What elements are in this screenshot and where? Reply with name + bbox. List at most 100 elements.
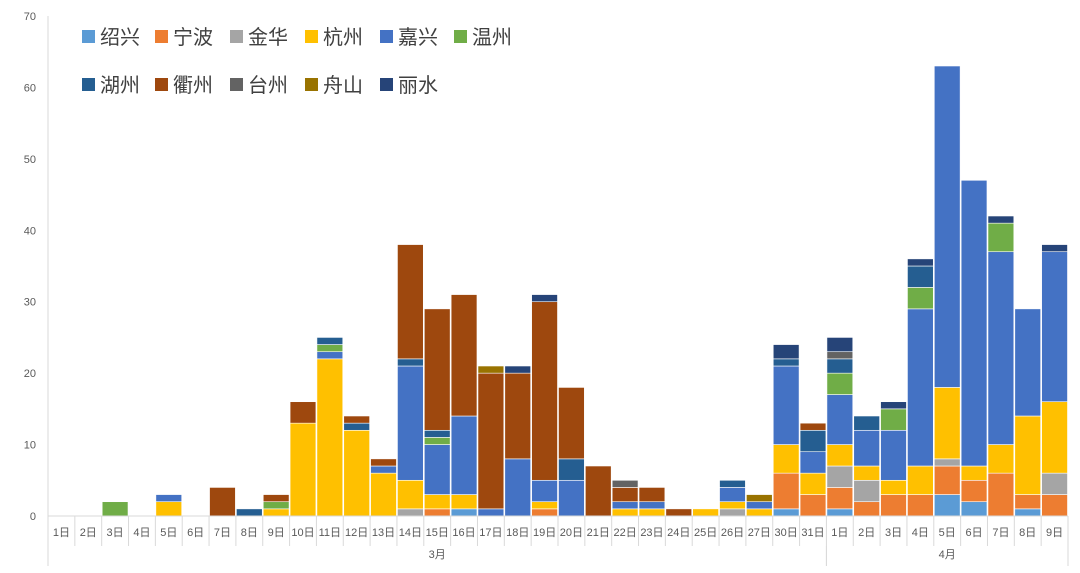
legend-label: 金华	[248, 25, 288, 49]
bar-segment-14-3	[423, 494, 451, 510]
bar-segment-32-3	[907, 465, 934, 495]
y-tick-label: 50	[24, 154, 36, 166]
bar-segment-12-4	[370, 465, 397, 474]
x-axis: 1日 2日 3日 4日 5日 6日 7日 8日 9日 10日 11日 12日 13日 14日 15日 16日 1…	[47, 515, 1069, 566]
legend-swatch	[454, 30, 467, 43]
x-tick-label: 5日	[160, 527, 177, 539]
bar-segment-26-4	[746, 501, 773, 510]
x-tick-label: 22日	[613, 527, 636, 539]
bar-segment-29-0	[826, 508, 854, 517]
bar-segment-25-6	[719, 479, 746, 488]
x-tick-label: 25日	[694, 527, 717, 539]
x-tick-label: 17日	[479, 527, 502, 539]
bar-segment-37-10	[1041, 244, 1068, 253]
x-tick-label: 1日	[831, 527, 848, 539]
bar-segment-25-2	[719, 508, 746, 517]
bar-segment-35-4	[987, 251, 1015, 445]
x-tick-label: 8日	[1019, 527, 1036, 539]
x-tick-label: 14日	[399, 527, 422, 539]
x-tick-label: 2日	[80, 527, 97, 539]
bar-segment-10-3	[316, 358, 344, 517]
legend-swatch	[230, 78, 243, 91]
bar-segment-28-6	[799, 429, 827, 453]
legend-swatch	[230, 30, 243, 43]
bar-segment-29-10	[826, 337, 854, 353]
bar-segment-27-3	[772, 444, 800, 474]
bar-segment-31-5	[880, 408, 907, 431]
bar-segment-30-1	[853, 501, 880, 517]
bar-segment-26-9	[746, 494, 773, 503]
x-tick-label: 4日	[133, 527, 150, 539]
bar-segment-33-4	[933, 65, 961, 388]
bar-segment-15-0	[450, 508, 478, 517]
legend-label: 宁波	[173, 25, 213, 49]
bar-segment-10-6	[316, 337, 344, 345]
bar-segment-34-1	[960, 479, 988, 503]
bar-segment-30-2	[853, 479, 880, 503]
bar-segment-16-7	[477, 372, 505, 510]
bar-segment-10-4	[316, 351, 344, 360]
x-tick-label: 19日	[533, 527, 556, 539]
x-tick-label: 11日	[319, 527, 341, 539]
bar-segment-18-7	[531, 301, 558, 481]
bar-segment-19-4	[558, 479, 585, 517]
bar-segment-29-3	[826, 444, 854, 467]
legend-swatch	[305, 30, 318, 43]
bar-segment-6-7	[209, 487, 236, 517]
bar-segment-32-1	[907, 494, 934, 517]
bar-segment-17-7	[504, 372, 531, 460]
bar-segment-22-7	[638, 487, 666, 503]
bar-segment-13-3	[397, 479, 424, 510]
x-tick-label: 26日	[721, 527, 744, 539]
bar-segment-32-5	[907, 287, 934, 310]
x-tick-label: 7日	[992, 527, 1009, 539]
legend-swatch	[82, 78, 95, 91]
bar-segment-11-6	[343, 422, 370, 431]
legend-swatch	[155, 30, 168, 43]
legend-label: 杭州	[323, 25, 363, 49]
bar-segment-30-4	[853, 429, 880, 467]
bar-segment-16-9	[477, 365, 505, 374]
bar-segment-9-7	[289, 401, 317, 424]
legend-label: 衢州	[173, 73, 213, 97]
bar-segment-26-3	[746, 508, 773, 517]
bar-segment-27-10	[772, 344, 800, 360]
bar-segment-36-3	[1014, 415, 1041, 495]
bar-segment-35-3	[987, 444, 1015, 474]
bar-segment-14-4	[423, 444, 451, 495]
bar-segment-27-6	[772, 358, 800, 367]
legend-label: 湖州	[100, 73, 140, 97]
x-tick-label: 31日	[801, 527, 824, 539]
bar-segment-18-4	[531, 479, 558, 503]
x-tick-label: 30日	[775, 527, 798, 539]
x-tick-label: 24日	[667, 527, 690, 539]
bar-segment-13-2	[397, 508, 424, 517]
y-tick-label: 20	[24, 368, 36, 380]
bar-segment-36-1	[1014, 494, 1041, 510]
y-axis: 0 10 20 30 40 50 60 70	[24, 11, 49, 523]
bar-segment-14-7	[423, 308, 451, 431]
bar-segment-33-2	[933, 458, 961, 467]
bar-segment-27-1	[772, 472, 800, 510]
bar-segment-24-3	[692, 508, 719, 517]
bar-segment-11-7	[343, 415, 370, 424]
bar-segment-37-4	[1041, 251, 1068, 403]
x-tick-label: 3日	[885, 527, 902, 539]
bar-segment-16-4	[477, 508, 505, 517]
legend-label: 温州	[472, 25, 512, 49]
legend-label: 丽水	[398, 73, 438, 97]
bar-segment-31-3	[880, 479, 907, 495]
y-tick-label: 60	[24, 82, 36, 94]
bar-segment-19-7	[558, 387, 585, 460]
month-label: 3月	[429, 549, 446, 561]
x-tick-label: 6日	[965, 527, 982, 539]
bar-segment-37-2	[1041, 472, 1068, 495]
x-tick-label: 20日	[560, 527, 583, 539]
bar-segment-33-0	[933, 494, 961, 517]
bar-segment-32-4	[907, 308, 934, 467]
bar-segment-11-3	[343, 429, 370, 517]
bar-segment-33-3	[933, 387, 961, 460]
bar-segment-18-10	[531, 294, 558, 303]
bar-segment-8-7	[262, 494, 290, 503]
